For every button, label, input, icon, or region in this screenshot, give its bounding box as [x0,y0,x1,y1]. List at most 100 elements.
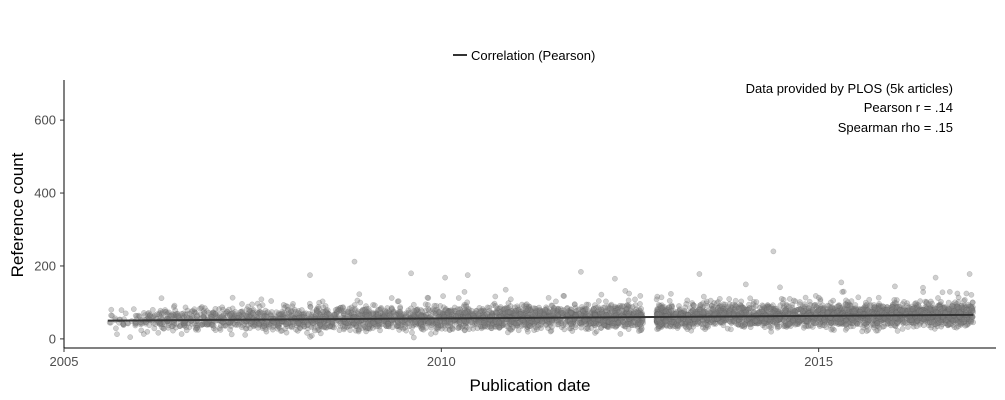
scatter-point [656,320,663,326]
scatter-point [659,304,665,311]
scatter-point [668,302,675,309]
scatter-point [703,298,710,305]
scatter-point [901,298,907,305]
scatter-point [806,298,813,305]
scatter-point [295,320,302,327]
scatter-point [637,321,643,328]
scatter-point [182,304,189,311]
scatter-point [658,323,664,330]
scatter-point [738,303,745,310]
scatter-point [920,322,927,329]
scatter-point [625,319,632,326]
scatter-point [335,306,342,313]
scatter-point [963,322,970,329]
scatter-point [695,306,702,313]
scatter-point [821,317,827,323]
scatter-point [888,320,895,326]
scatter-point [809,309,816,316]
scatter-point [297,325,304,332]
scatter-point [395,298,402,305]
scatter-point [445,308,452,315]
scatter-point [672,320,678,327]
scatter-point [259,323,266,330]
scatter-point [523,301,530,308]
scatter-point [179,312,186,319]
scatter-point [283,329,290,336]
scatter-point [943,316,950,323]
scatter-point [864,320,870,326]
scatter-point [820,308,827,315]
scatter-point [181,320,187,327]
scatter-point [873,327,880,334]
scatter-point [147,312,153,319]
scatter-point [385,321,392,328]
scatter-point [502,286,509,293]
scatter-point [269,320,275,327]
scatter-point [410,301,417,308]
scatter-point [860,319,866,326]
scatter-point [936,320,942,326]
scatter-point [108,306,115,313]
scatter-point [363,312,370,318]
scatter-point [875,303,882,309]
scatter-point [571,301,578,307]
scatter-point [946,315,953,322]
scatter-point [196,305,203,312]
scatter-point [446,326,453,333]
scatter-point [816,309,823,316]
scatter-point [697,304,703,310]
scatter-point [967,317,974,324]
scatter-point [684,326,691,332]
scatter-point [508,311,515,318]
scatter-point [439,320,445,326]
scatter-point [226,306,232,313]
scatter-point [603,298,609,305]
scatter-point [191,308,198,315]
scatter-point [384,322,391,329]
scatter-point [928,307,935,314]
scatter-point [517,310,524,317]
scatter-point [547,322,553,328]
scatter-point [876,300,882,307]
scatter-point [904,308,910,315]
scatter-point [637,293,644,299]
scatter-point [588,310,595,317]
scatter-point [293,308,299,315]
scatter-point [461,301,468,308]
scatter-point [803,316,810,323]
scatter-point [837,307,844,314]
scatter-point [273,309,280,316]
scatter-point [455,325,461,331]
scatter-point [669,303,675,310]
scatter-point [434,326,440,332]
scatter-point [940,316,946,323]
scatter-point [558,307,565,314]
scatter-point [590,319,597,326]
scatter-point [304,330,310,336]
scatter-point [850,307,857,313]
scatter-point [933,306,940,312]
scatter-point [711,310,718,317]
scatter-point [499,319,505,325]
scatter-point [735,321,742,328]
scatter-point [828,319,835,326]
scatter-point [457,311,463,318]
scatter-point [226,312,233,319]
scatter-point [567,306,574,313]
scatter-point [766,323,773,330]
scatter-point [440,293,446,299]
scatter-point [795,319,802,325]
scatter-point [376,323,383,330]
scatter-point [549,308,556,315]
scatter-point [675,317,682,324]
scatter-point [480,320,487,326]
scatter-point [657,318,664,325]
scatter-point [132,322,139,329]
scatter-point [520,318,527,325]
scatter-point [130,306,137,312]
scatter-point [878,309,885,316]
scatter-point [819,317,826,324]
scatter-point [653,317,660,324]
scatter-point [384,320,391,327]
scatter-point [708,302,715,309]
